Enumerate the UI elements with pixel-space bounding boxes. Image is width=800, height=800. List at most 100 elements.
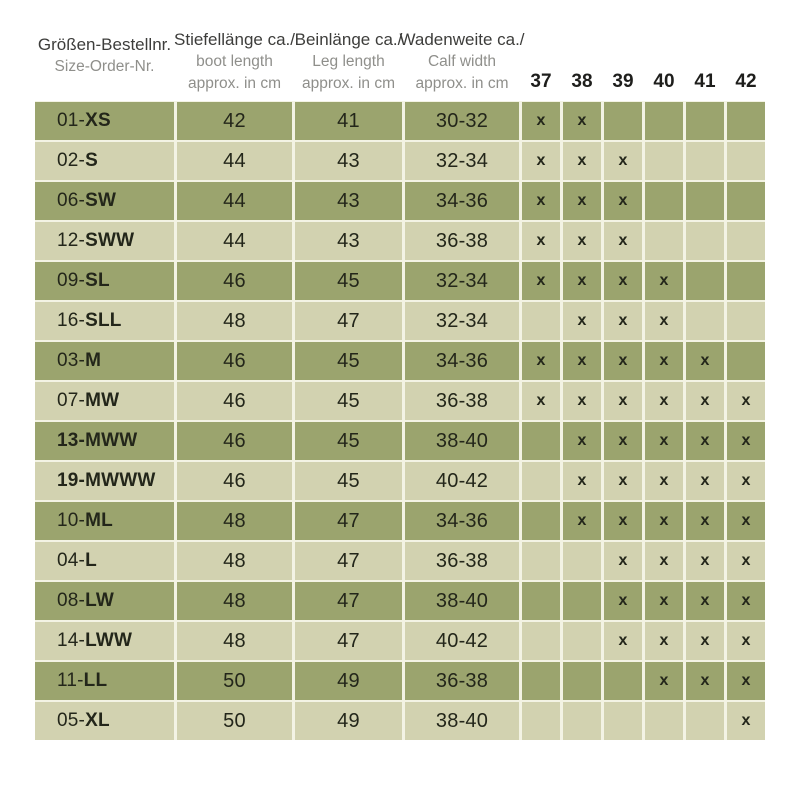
size-mark-cell: x: [563, 302, 601, 340]
size-empty-cell: [604, 662, 642, 700]
size-mark-cell: x: [727, 702, 765, 740]
size-empty-cell: [686, 702, 724, 740]
calf-cell: 34-36: [405, 502, 519, 540]
size-mark-cell: x: [727, 382, 765, 420]
boot-cell: 46: [177, 342, 292, 380]
size-empty-cell: [727, 142, 765, 180]
size-mark-cell: x: [686, 582, 724, 620]
order-number: 11: [57, 670, 78, 691]
order-number: 13: [57, 430, 79, 451]
size-mark-cell: x: [645, 582, 683, 620]
boot-cell: 46: [177, 422, 292, 460]
size-mark-cell: x: [686, 622, 724, 660]
calf-cell: 36-38: [405, 222, 519, 260]
size-mark-cell: x: [727, 582, 765, 620]
leg-cell: 49: [295, 702, 402, 740]
size-mark-cell: x: [563, 142, 601, 180]
column-header-leg-de: Beinlänge ca./: [294, 30, 403, 49]
column-header-order-en: Size-Order-Nr.: [54, 58, 155, 75]
calf-cell: 36-38: [405, 662, 519, 700]
size-table: Größen-Bestellnr. Size-Order-Nr. Stiefel…: [35, 26, 765, 740]
size-empty-cell: [645, 182, 683, 220]
leg-cell: 43: [295, 222, 402, 260]
size-mark-cell: x: [563, 342, 601, 380]
leg-cell: 47: [295, 302, 402, 340]
order-separator: -: [78, 190, 86, 211]
order-separator: -: [78, 230, 86, 251]
leg-cell: 41: [295, 102, 402, 140]
column-header-calf-de: Wadenweite ca./: [399, 30, 525, 49]
order-number: 03: [57, 350, 79, 371]
leg-cell: 45: [295, 382, 402, 420]
size-empty-cell: [645, 222, 683, 260]
size-code: S: [85, 150, 98, 171]
size-empty-cell: [686, 302, 724, 340]
size-empty-cell: [686, 102, 724, 140]
size-mark-cell: x: [645, 302, 683, 340]
size-mark-cell: x: [604, 582, 642, 620]
calf-cell: 32-34: [405, 262, 519, 300]
size-empty-cell: [727, 302, 765, 340]
calf-cell: 34-36: [405, 342, 519, 380]
column-header-size-37: 37: [530, 71, 552, 92]
column-header-boot-de: Stiefellänge ca./: [174, 30, 295, 49]
order-separator: -: [78, 510, 86, 531]
size-mark-cell: x: [604, 382, 642, 420]
size-mark-cell: x: [727, 422, 765, 460]
size-mark-cell: x: [645, 542, 683, 580]
order-cell: 11 - LL: [35, 662, 174, 700]
boot-cell: 44: [177, 142, 292, 180]
size-mark-cell: x: [604, 182, 642, 220]
order-number: 10: [57, 510, 79, 531]
size-empty-cell: [645, 702, 683, 740]
calf-cell: 34-36: [405, 182, 519, 220]
size-empty-cell: [727, 222, 765, 260]
column-header-leg-en-2: approx. in cm: [301, 75, 396, 92]
size-mark-cell: x: [563, 422, 601, 460]
calf-cell: 38-40: [405, 582, 519, 620]
size-mark-cell: x: [522, 102, 560, 140]
size-empty-cell: [522, 502, 560, 540]
order-separator: -: [78, 590, 86, 611]
order-cell: 16 - SLL: [35, 302, 174, 340]
column-header-boot-length: Stiefellänge ca./ boot length approx. in…: [174, 26, 295, 100]
order-cell: 03 - M: [35, 342, 174, 380]
column-header-size-42: 42: [735, 71, 757, 92]
size-empty-cell: [727, 342, 765, 380]
boot-cell: 50: [177, 662, 292, 700]
size-mark-cell: x: [563, 502, 601, 540]
size-code: LWW: [85, 630, 133, 651]
size-mark-cell: x: [727, 662, 765, 700]
size-mark-cell: x: [604, 222, 642, 260]
leg-cell: 49: [295, 662, 402, 700]
boot-cell: 48: [177, 542, 292, 580]
size-code: LW: [85, 590, 114, 611]
size-mark-cell: x: [522, 182, 560, 220]
column-header-boot-en-1: boot length: [196, 53, 273, 70]
leg-cell: 47: [295, 542, 402, 580]
order-number: 01: [57, 110, 79, 131]
order-number: 09: [57, 270, 79, 291]
size-mark-cell: x: [686, 462, 724, 500]
size-mark-cell: x: [686, 502, 724, 540]
size-empty-cell: [522, 542, 560, 580]
size-empty-cell: [563, 662, 601, 700]
order-number: 14: [57, 630, 79, 651]
size-code: XL: [85, 710, 110, 731]
size-empty-cell: [522, 462, 560, 500]
size-empty-cell: [727, 262, 765, 300]
order-cell: 04 - L: [35, 542, 174, 580]
boot-cell: 46: [177, 262, 292, 300]
size-mark-cell: x: [563, 102, 601, 140]
order-cell: 05 - XL: [35, 702, 174, 740]
order-cell: 19 - MWWW: [35, 462, 174, 500]
size-mark-cell: x: [563, 382, 601, 420]
order-separator: -: [78, 150, 86, 171]
column-header-calf-en-2: approx. in cm: [415, 75, 509, 92]
leg-cell: 45: [295, 422, 402, 460]
size-mark-cell: x: [686, 382, 724, 420]
order-number: 02: [57, 150, 79, 171]
order-cell: 10 - ML: [35, 502, 174, 540]
size-mark-cell: x: [522, 342, 560, 380]
leg-cell: 43: [295, 142, 402, 180]
